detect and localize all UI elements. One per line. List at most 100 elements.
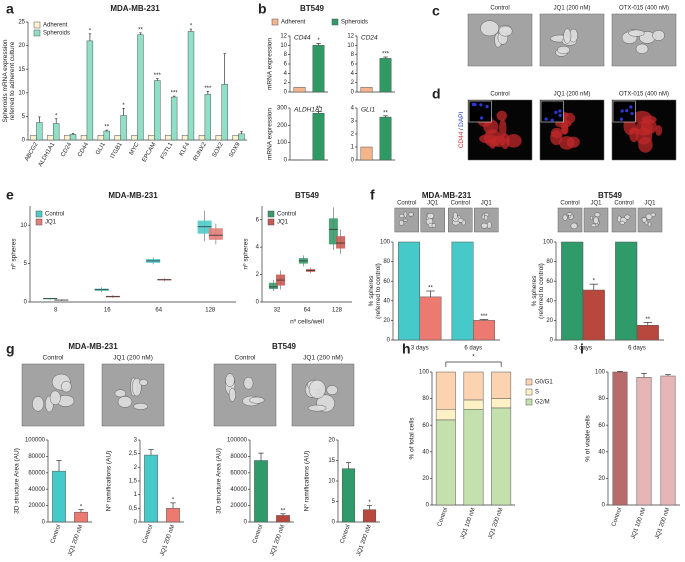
legend-label: Adherent [43,23,68,29]
significance-label: * [55,113,58,119]
bar [293,87,306,93]
significance-label: ** [281,508,286,514]
y-tick-label: 60 [422,423,429,429]
y-tick-label: 4 [256,245,260,251]
cell-cluster [249,396,265,404]
bar [114,135,121,141]
legend-swatch [525,378,533,386]
y-tick-label: 10 [18,90,25,96]
x-tick-label: CD44 [77,141,90,158]
cell-cluster [131,377,142,397]
cell-cluster [589,215,594,220]
y-tick-label: 40 [546,298,553,304]
significance-label: ** [428,286,433,292]
y-tick-label: 0 [387,338,391,344]
image-label: Control [490,6,509,12]
cell-cluster [500,133,510,150]
micrograph [611,99,677,161]
x-tick-label: JQ1 200 nM [488,507,505,540]
cell-cluster [243,376,254,390]
cell-cluster [399,213,405,219]
y-axis-label: mRNA expression [267,108,274,160]
stain-label: CD44/DAPI [458,112,465,149]
x-tick-label: JQ1 200 nM [160,524,177,557]
bar [165,135,172,141]
y-tick-label: 1 [134,492,138,498]
image-label: JQ1 (200 nM) [113,355,153,362]
y-tick-label: 0 [134,520,138,526]
bar [221,84,228,141]
nucleus [558,113,562,117]
cell-cluster [32,396,45,412]
micrograph [637,207,663,233]
micrograph [394,207,419,233]
y-tick-label: 60 [546,279,553,285]
nucleus [544,117,548,121]
micrograph [539,13,605,67]
box [336,236,346,249]
cell-cluster [484,215,489,221]
bar [379,58,392,93]
cell-cluster [49,390,61,406]
panel-letter: c [432,3,440,19]
nucleus [554,110,558,114]
legend-swatch [267,218,275,226]
x-tick-label: EPCAM [142,142,158,163]
cell-cluster [566,212,573,216]
bar [451,241,474,341]
y-axis-label: % of viable cells [585,414,592,461]
y-tick-label: 80 [383,259,390,265]
bar-segment [491,398,512,409]
bar [36,122,43,141]
cell-cluster [629,127,639,143]
x-tick-label: SOX2 [212,141,226,158]
chart-title: BT549 [272,342,297,351]
y-tick-label: 0 [24,300,28,306]
image-label: Control [397,201,416,207]
y-tick-label: 5 [22,114,26,120]
y-tick-label: 20000 [28,503,45,509]
y-tick-label: 20 [328,438,335,444]
y-tick-label: 2 [351,132,355,138]
cell-cluster [655,125,663,136]
box [208,228,223,240]
nucleus [479,103,483,107]
y-tick-label: 12 [280,34,287,40]
y-tick-label: 0,5 [129,506,138,512]
bar [254,460,268,523]
bar [137,34,144,141]
cell-cluster [225,373,235,388]
cell-cluster [563,28,572,44]
micrograph [213,363,277,427]
y-axis-label: nº spheres [243,238,250,270]
cell-cluster [635,43,649,54]
y-axis-label: % spheres [531,275,538,306]
chart-title: MDA-MB-231 [68,342,118,351]
bar [204,93,212,141]
micrograph [474,207,499,233]
micrograph [583,207,609,233]
x-tick-label: Control [142,524,154,544]
x-tick-label: 32 [274,308,281,314]
cell-cluster [139,378,148,386]
x-tick-label: Control [611,507,623,527]
y-axis-label: % spheres [368,275,375,306]
cell-cluster [431,223,436,228]
micrograph [611,207,637,233]
cell-cluster [133,403,149,410]
image-label: JQ1 [481,201,493,207]
image-label: JQ1 (200 nM) [554,6,591,12]
y-tick-label: 0 [426,503,430,509]
legend-swatch [525,398,533,406]
significance-label: *** [204,86,212,92]
chart-title: MDA-MB-231 [422,191,472,200]
nucleus [480,116,484,120]
panel-letter: d [432,86,441,102]
x-tick-label: CD24 [60,141,73,158]
bar [166,508,180,523]
bar [47,135,54,141]
y-tick-label: 80000 [230,454,247,460]
cell-cluster [641,115,657,124]
x-tick-label: ABCG2 [24,141,40,162]
panel-letter: g [6,341,15,357]
